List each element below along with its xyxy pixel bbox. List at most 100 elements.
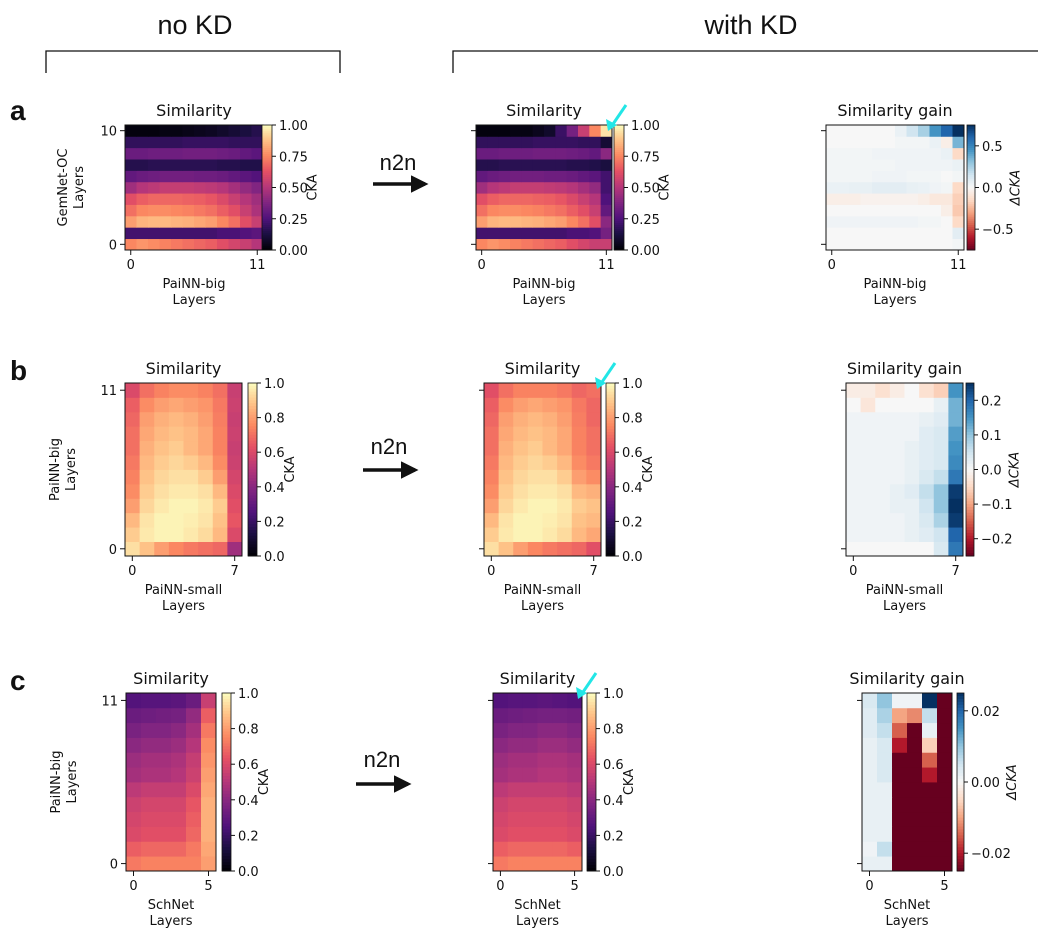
cell-a-KD-r5-c2 — [498, 181, 511, 194]
colorbar-segment — [248, 521, 257, 525]
cell-b-KD-r2-c7 — [586, 512, 602, 528]
colorbar-segment — [587, 784, 596, 789]
colorbar-segment — [222, 796, 231, 801]
cell-b-gain-r0-c7 — [948, 541, 964, 557]
colorbar-segment — [248, 478, 257, 482]
colorbar-segment — [606, 455, 615, 459]
cell-b-gain-r4-c0 — [846, 483, 862, 499]
cell-c-gain-r1-c4 — [922, 841, 938, 857]
colorbar-segment — [262, 191, 272, 195]
cell-a-noKD-r10-c1 — [136, 125, 149, 137]
cell-b-noKD-r6-c2 — [154, 455, 170, 470]
cell-b-KD-r4-c1 — [498, 483, 514, 499]
colorbar-segment — [957, 782, 964, 786]
cell-a-KD-r7-c5 — [532, 159, 545, 171]
colorbar-segment — [957, 767, 964, 771]
colorbar-segment — [248, 509, 257, 514]
colorbar-segment — [222, 829, 231, 833]
cell-b-noKD-r10-c0 — [125, 397, 141, 413]
cell-a-KD-r2-c4 — [521, 215, 534, 228]
colorbar-segment — [614, 129, 624, 132]
cell-a-KD-r4-c4 — [521, 193, 534, 205]
cell-c-gain-r8-c3 — [907, 737, 923, 753]
cell-a-gain-r7-c4 — [872, 159, 884, 171]
colorbar-segment — [614, 133, 624, 136]
colorbar-tick-label: 0.0 — [603, 865, 624, 880]
colorbar-segment — [967, 156, 975, 159]
cell-b-KD-r10-c2 — [513, 397, 529, 413]
cell-a-gain-r0-c5 — [883, 238, 896, 251]
colorbar-label: CKA — [257, 769, 272, 795]
cell-a-gain-r1-c11 — [952, 227, 965, 240]
cell-c-KD-r10-c3 — [537, 707, 553, 724]
cell-a-noKD-r8-c0 — [125, 147, 137, 160]
cell-c-noKD-r3-c3 — [171, 811, 187, 827]
cell-a-gain-r3-c1 — [837, 204, 850, 217]
colorbar-tick-label: 0.75 — [631, 150, 660, 165]
cell-a-KD-r0-c9 — [578, 238, 590, 251]
colorbar-segment — [248, 524, 257, 528]
cell-b-gain-r9-c2 — [875, 411, 891, 427]
y-axis-label: Layers — [72, 166, 87, 209]
cell-b-KD-r0-c0 — [484, 541, 500, 557]
cell-a-noKD-r4-c6 — [194, 193, 206, 205]
colorbar-label: CKA — [657, 174, 672, 200]
colorbar-segment — [966, 509, 974, 514]
header-with-kd: with KD — [703, 10, 797, 40]
cell-a-noKD-r7-c0 — [125, 159, 137, 171]
colorbar-segment — [222, 793, 231, 798]
cell-a-gain-r2-c9 — [929, 215, 942, 228]
colorbar-segment — [262, 125, 272, 128]
colorbar-label: CKA — [622, 769, 637, 795]
cell-c-gain-r5-c3 — [907, 782, 923, 798]
cell-b-KD-r0-c6 — [571, 541, 587, 557]
cell-a-gain-r0-c0 — [826, 238, 838, 251]
colorbar-segment — [248, 472, 257, 476]
colorbar-segment — [248, 515, 257, 520]
cell-a-gain-r0-c4 — [872, 238, 884, 251]
cell-a-noKD-r6-c10 — [240, 170, 252, 183]
colorbar-segment — [957, 746, 964, 750]
colorbar-segment — [606, 383, 615, 387]
cell-c-gain-r2-c3 — [907, 826, 923, 842]
cell-c-gain-r10-c0 — [862, 707, 878, 724]
colorbar-segment — [222, 695, 231, 700]
colorbar-segment — [606, 518, 615, 522]
colorbar-segment — [957, 823, 964, 827]
colorbar-segment — [614, 243, 624, 247]
cell-c-noKD-r4-c5 — [201, 796, 217, 813]
cell-b-KD-r10-c3 — [527, 397, 543, 413]
cell-b-gain-r4-c6 — [933, 483, 949, 499]
colorbar-segment — [248, 550, 257, 554]
cell-a-noKD-r7-c9 — [228, 159, 241, 171]
x-tick-label: 11 — [950, 258, 967, 273]
cell-c-gain-r8-c2 — [892, 737, 908, 753]
cell-a-noKD-r9-c1 — [136, 136, 149, 149]
colorbar-tick-label: 0.25 — [279, 213, 308, 228]
cell-b-noKD-r0-c7 — [227, 541, 243, 557]
cell-b-KD-r7-c2 — [513, 440, 529, 456]
cell-b-KD-r2-c6 — [571, 512, 587, 528]
cell-b-noKD-r5-c6 — [212, 469, 228, 485]
cell-c-KD-r6-c4 — [552, 767, 568, 783]
cell-a-noKD-r2-c6 — [194, 215, 206, 228]
cell-c-noKD-r5-c1 — [141, 782, 157, 798]
colorbar-segment — [587, 799, 596, 804]
cell-c-gain-r10-c1 — [877, 707, 893, 724]
cell-b-noKD-r11-c4 — [183, 383, 199, 398]
cell-b-noKD-r7-c7 — [227, 440, 243, 456]
cell-a-KD-r2-c5 — [532, 215, 545, 228]
x-tick-label: 5 — [940, 879, 948, 894]
cell-a-gain-r1-c10 — [941, 227, 953, 240]
colorbar-segment — [222, 784, 231, 789]
colorbar-segment — [967, 191, 975, 195]
colorbar-segment — [967, 147, 975, 151]
x-axis-label: Layers — [516, 914, 559, 929]
colorbar-segment — [606, 443, 615, 447]
cell-b-gain-r6-c1 — [860, 455, 876, 470]
colorbar-segment — [222, 725, 231, 730]
cell-a-KD-r9-c3 — [510, 136, 522, 149]
cell-c-noKD-r10-c3 — [171, 707, 187, 724]
cell-b-noKD-r3-c1 — [139, 498, 155, 514]
cell-a-noKD-r5-c5 — [182, 181, 195, 194]
